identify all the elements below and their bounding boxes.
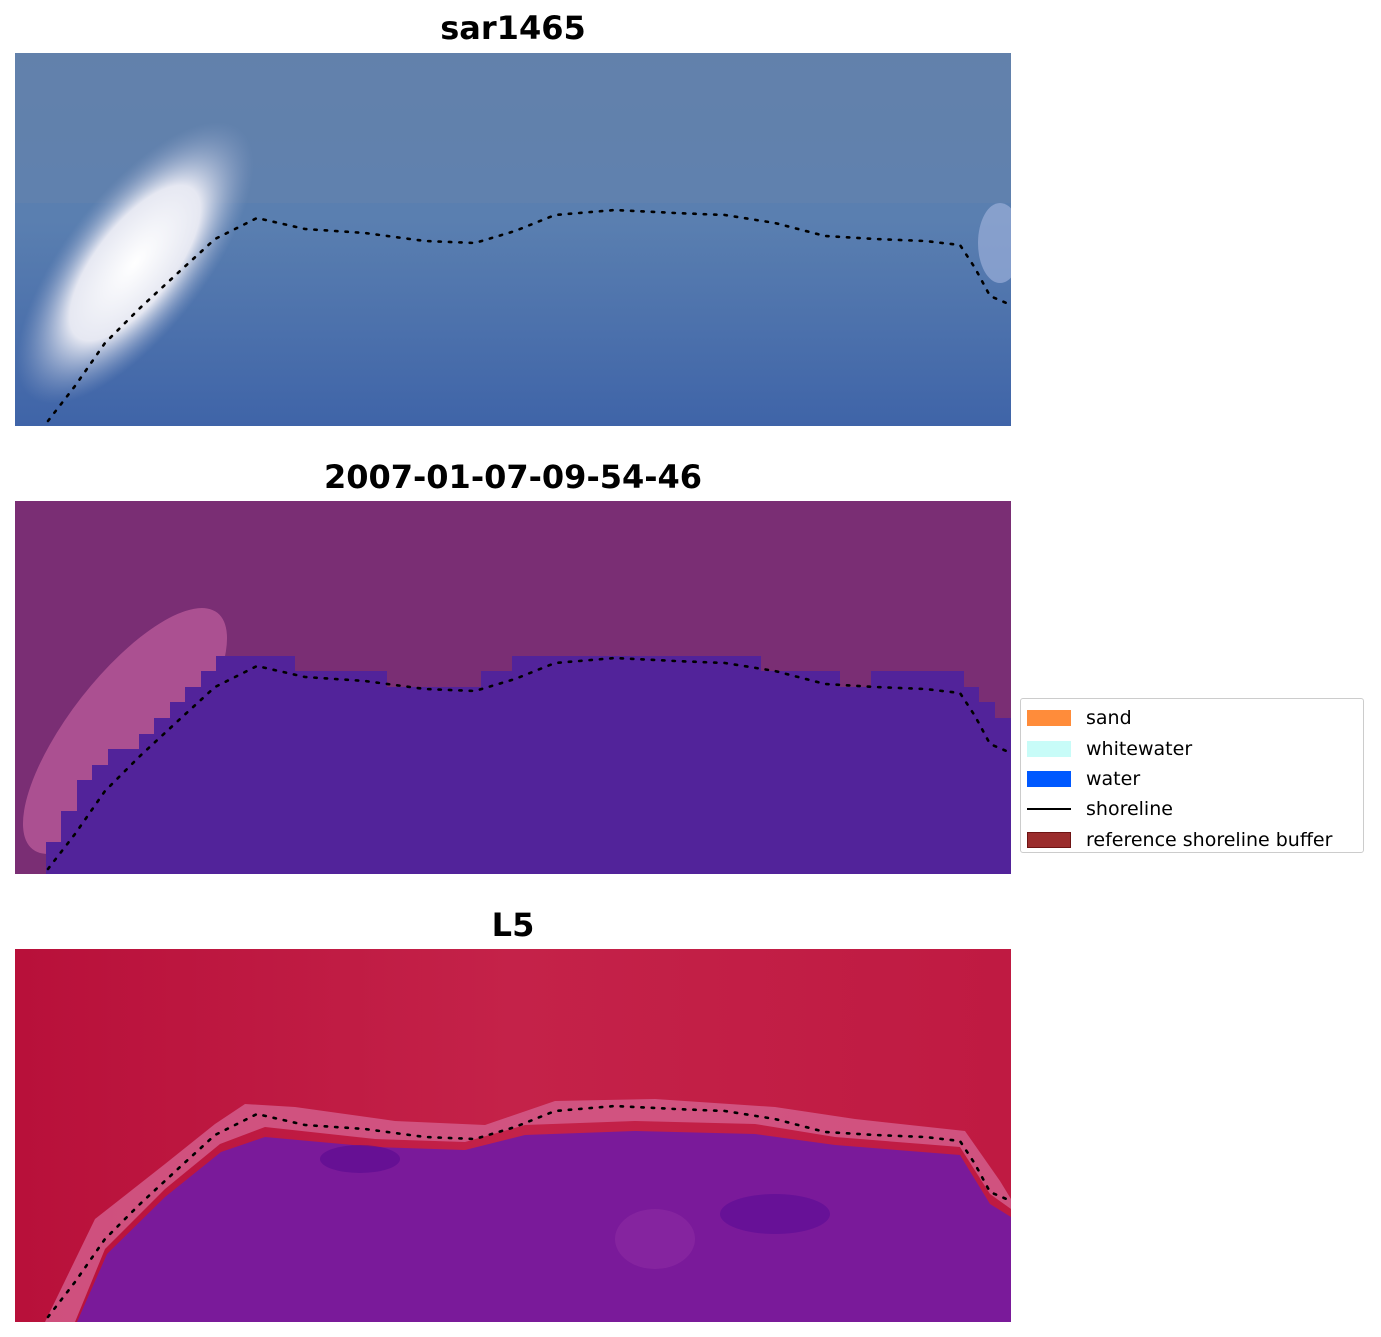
rgb-satellite-image <box>15 53 1011 426</box>
legend-item-whitewater: whitewater <box>1027 733 1357 763</box>
buffer-swatch <box>1027 831 1071 848</box>
panel-title-sar: sar1465 <box>440 9 586 47</box>
legend-label: water <box>1086 767 1141 790</box>
shoreline-dotted-line <box>46 208 1011 423</box>
sand-swatch <box>1027 710 1071 727</box>
shoreline-line-swatch <box>1027 808 1071 811</box>
legend-label: sand <box>1086 707 1132 730</box>
legend-item-sand: sand <box>1027 703 1357 733</box>
classified-image <box>15 501 1011 874</box>
legend-label: whitewater <box>1086 737 1193 760</box>
legend: sand whitewater water shoreline referenc… <box>1020 698 1364 853</box>
false-color-index-image <box>15 949 1011 1322</box>
water-swatch <box>1027 770 1071 787</box>
whitewater-swatch <box>1027 740 1071 757</box>
legend-item-shoreline: shoreline <box>1027 794 1357 824</box>
legend-item-reference-buffer: reference shoreline buffer <box>1027 825 1357 855</box>
panel-title-date: 2007-01-07-09-54-46 <box>323 458 703 496</box>
panel-title-l5: L5 <box>491 906 535 944</box>
legend-label: reference shoreline buffer <box>1086 828 1333 851</box>
legend-label: shoreline <box>1086 798 1173 821</box>
shoreline-dotted-line <box>46 656 1011 871</box>
legend-item-water: water <box>1027 764 1357 794</box>
shoreline-dotted-line <box>46 1104 1011 1319</box>
